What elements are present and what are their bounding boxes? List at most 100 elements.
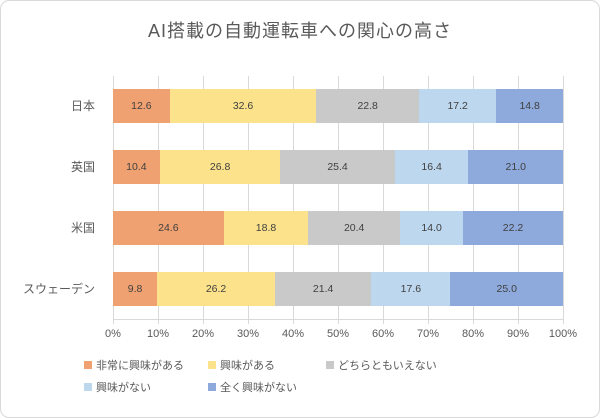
legend-swatch-icon <box>208 360 216 369</box>
bar-segment: 26.2 <box>157 271 275 306</box>
gridline <box>473 76 474 319</box>
bar-segment: 14.8 <box>496 89 563 124</box>
bar-segment: 25.4 <box>280 150 395 185</box>
data-label: 17.6 <box>400 282 422 295</box>
bar-segment: 25.0 <box>450 271 563 306</box>
bar-segment: 20.4 <box>308 210 401 245</box>
data-label: 21.0 <box>505 161 526 174</box>
bar-segment: 21.4 <box>274 271 372 306</box>
gridline <box>338 76 339 319</box>
bar-segment: 21.0 <box>468 150 563 185</box>
bar-segment: 32.6 <box>169 89 317 124</box>
bar-segment: 16.4 <box>394 150 469 185</box>
x-tick-label: 0% <box>105 328 121 340</box>
legend-swatch-icon <box>84 382 92 391</box>
x-axis-tick-mark <box>158 319 159 324</box>
legend-item: 非常に興味がある <box>84 357 208 372</box>
data-label: 10.4 <box>126 161 147 174</box>
legend-label: 興味がない <box>96 381 151 394</box>
gridline <box>293 76 294 319</box>
gridline <box>518 76 519 319</box>
bar-segment: 12.6 <box>113 89 170 124</box>
x-axis-tick-mark <box>203 319 204 324</box>
data-label: 22.2 <box>502 221 524 234</box>
gridline <box>428 76 429 319</box>
category-label: 英国 <box>70 160 95 175</box>
bar-segment: 17.6 <box>371 271 451 306</box>
legend-item: 興味がない <box>84 379 208 394</box>
bar-segment: 24.6 <box>113 210 224 245</box>
gridline <box>113 76 114 319</box>
gridline <box>203 76 204 319</box>
legend-swatch-icon <box>84 360 92 369</box>
legend-item: 興味がある <box>208 357 326 372</box>
legend-swatch-icon <box>208 382 216 391</box>
category-label: 日本 <box>70 99 95 114</box>
data-label: 14.0 <box>421 221 442 234</box>
legend: 非常に興味がある 興味がある どちらともいえない興味がない 全く興味がない <box>84 357 556 394</box>
legend-item: どちらともいえない <box>326 357 556 372</box>
x-tick-label: 20% <box>191 328 215 340</box>
data-label: 16.4 <box>421 161 442 174</box>
x-axis-tick-mark <box>563 319 564 324</box>
plot-area: 12.6 32.6 22.8 17.2 14.8 10.4 26.8 25.4 16.4 21.0… <box>113 76 564 319</box>
bar-segment: 14.0 <box>400 210 464 245</box>
data-label: 32.6 <box>232 100 254 113</box>
x-axis-tick-mark <box>293 319 294 324</box>
data-label: 25.4 <box>327 161 348 174</box>
legend-label: 非常に興味がある <box>96 359 184 372</box>
data-label: 24.6 <box>158 221 179 234</box>
data-label: 22.8 <box>357 100 378 113</box>
data-label: 26.2 <box>205 282 227 295</box>
x-axis-tick-mark <box>518 319 519 324</box>
legend-label: 全く興味がない <box>220 381 297 394</box>
gridline <box>248 76 249 319</box>
bar-segment: 10.4 <box>113 150 160 185</box>
category-label: スウェーデン <box>22 281 95 296</box>
x-tick-label: 100% <box>548 328 578 340</box>
data-label: 18.8 <box>255 221 277 234</box>
data-label: 21.4 <box>312 282 334 295</box>
bar-row: 12.6 32.6 22.8 17.2 14.8 <box>113 89 563 124</box>
gridline <box>383 76 384 319</box>
legend-label: 興味がある <box>220 359 275 372</box>
data-label: 9.8 <box>127 282 143 295</box>
bar-segment: 22.2 <box>463 210 563 245</box>
bar-row: 24.6 18.8 20.4 14.0 22.2 <box>113 210 563 245</box>
x-tick-label: 30% <box>236 328 260 340</box>
x-axis-tick-mark <box>428 319 429 324</box>
x-tick-label: 90% <box>506 328 530 340</box>
data-label: 17.2 <box>447 100 468 113</box>
x-axis-tick-mark <box>383 319 384 324</box>
data-label: 20.4 <box>343 221 365 234</box>
chart-title: AI搭載の自動運転車への関心の高さ <box>147 21 452 41</box>
x-axis-tick-mark <box>248 319 249 324</box>
x-tick-label: 40% <box>281 328 305 340</box>
gridline <box>158 76 159 319</box>
x-tick-label: 70% <box>416 328 440 340</box>
data-label: 25.0 <box>496 282 517 295</box>
bar-segment: 22.8 <box>316 89 419 124</box>
legend-item: 全く興味がない <box>208 379 326 394</box>
x-axis-tick-mark <box>473 319 474 324</box>
category-label: 米国 <box>70 220 95 235</box>
x-tick-label: 60% <box>371 328 395 340</box>
legend-swatch-icon <box>326 360 334 369</box>
x-tick-label: 80% <box>461 328 485 340</box>
bar-row: 10.4 26.8 25.4 16.4 21.0 <box>113 150 563 185</box>
bar-segment: 18.8 <box>223 210 309 245</box>
data-label: 26.8 <box>209 161 231 174</box>
bar-row: 9.8 26.2 21.4 17.6 25.0 <box>113 271 563 306</box>
bar-segment: 9.8 <box>113 271 158 306</box>
x-tick-label: 50% <box>326 328 350 340</box>
x-axis-tick-mark <box>338 319 339 324</box>
gridline <box>563 76 564 319</box>
x-axis-tick-mark <box>113 319 114 324</box>
bar-segment: 17.2 <box>418 89 497 124</box>
data-label: 12.6 <box>131 100 152 113</box>
x-tick-label: 10% <box>146 328 170 340</box>
bar-segment: 26.8 <box>159 150 281 185</box>
data-label: 14.8 <box>519 100 540 113</box>
legend-label: どちらともいえない <box>338 359 437 372</box>
